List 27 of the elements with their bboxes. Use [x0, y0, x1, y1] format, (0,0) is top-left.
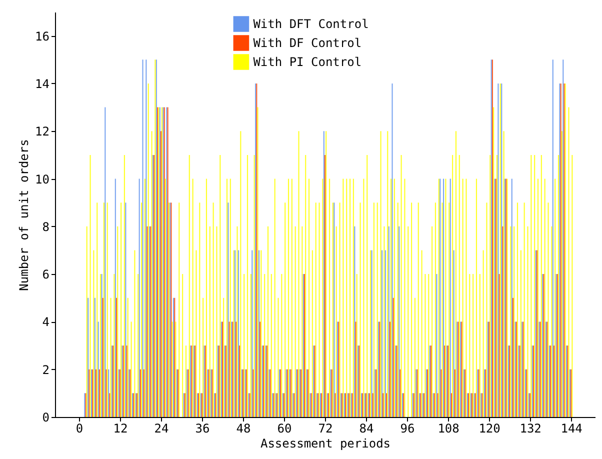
x-tick-label: 120: [478, 422, 500, 436]
y-tick-label: 12: [35, 124, 50, 139]
x-tick-label: 96: [400, 422, 415, 436]
x-tick-label: 36: [195, 422, 210, 436]
legend-label: With DF Control: [253, 36, 362, 50]
y-tick-label: 14: [35, 76, 50, 91]
x-tick-label: 132: [520, 422, 542, 436]
y-tick-label: 8: [42, 220, 50, 234]
legend-label: With DFT Control: [253, 17, 369, 31]
y-tick-label: 2: [42, 362, 50, 377]
y-tick-label: 16: [35, 29, 50, 44]
x-axis-title: Assessment periods: [260, 436, 391, 450]
y-axis-title: Number of unit orders: [17, 139, 32, 291]
x-tick-label: 84: [359, 422, 374, 436]
x-tick-label: 108: [438, 422, 460, 436]
x-tick-label: 12: [113, 422, 128, 436]
y-tick-label: 10: [35, 172, 50, 186]
x-tick-label: 48: [236, 422, 251, 436]
x-tick-label: 144: [560, 422, 582, 436]
legend-label: With PI Control: [253, 55, 362, 69]
x-tick-label: 0: [76, 422, 84, 436]
x-tick-label: 24: [154, 422, 169, 436]
y-tick-label: 4: [42, 315, 50, 330]
y-tick-label: 6: [42, 268, 50, 282]
y-tick-label: 0: [42, 410, 50, 424]
x-tick-label: 72: [318, 422, 333, 436]
x-tick-label: 60: [277, 422, 292, 436]
